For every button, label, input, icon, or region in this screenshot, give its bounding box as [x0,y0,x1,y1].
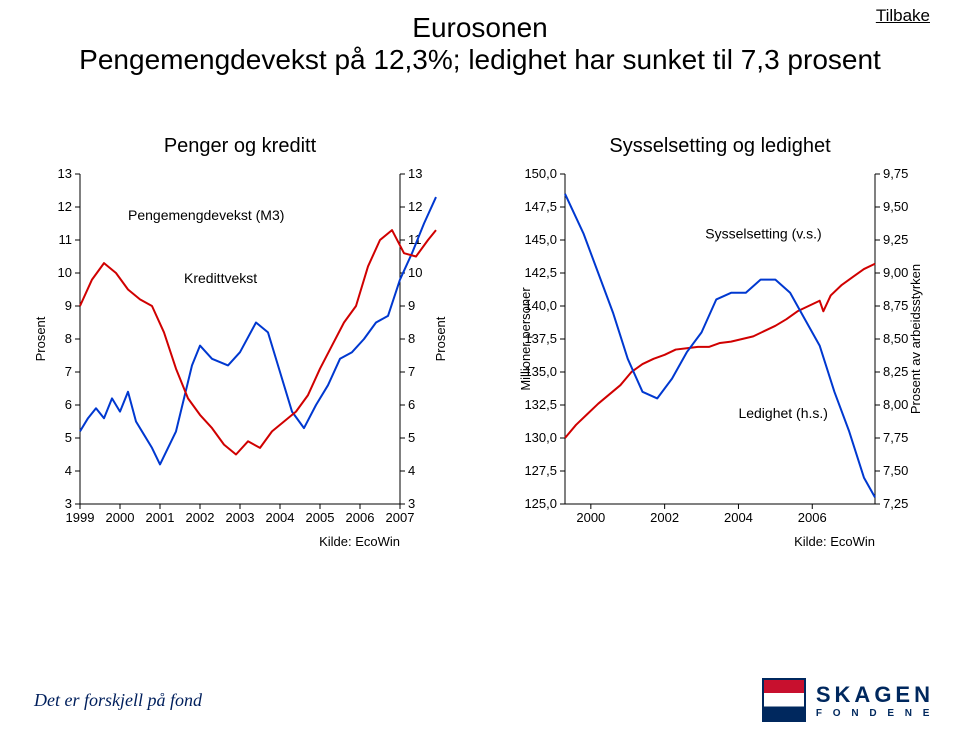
svg-text:8,00: 8,00 [883,397,908,412]
svg-text:Kilde: EcoWin: Kilde: EcoWin [319,534,400,549]
svg-text:142,5: 142,5 [524,265,557,280]
svg-text:1999: 1999 [66,510,95,525]
svg-text:11: 11 [59,232,73,247]
chart-right: 125,0127,5130,0132,5135,0137,5140,0142,5… [510,164,930,574]
svg-text:9,75: 9,75 [883,166,908,181]
svg-text:Prosent av arbeidsstyrken: Prosent av arbeidsstyrken [908,264,923,414]
svg-text:7,25: 7,25 [883,496,908,511]
chart-right-wrap: Sysselsetting og ledighet 125,0 127,5 130,… [480,135,960,595]
footer-logo: SKAGEN F O N D E N E [762,678,960,722]
svg-text:147,5: 147,5 [524,199,557,214]
svg-text:2002: 2002 [650,510,679,525]
svg-text:8: 8 [65,331,72,346]
logo-text: SKAGEN F O N D E N E [816,682,934,719]
svg-text:130,0: 130,0 [524,430,557,445]
logo-main: SKAGEN [816,682,934,708]
svg-text:7: 7 [65,364,72,379]
svg-text:5: 5 [408,430,415,445]
svg-text:9,00: 9,00 [883,265,908,280]
svg-text:5: 5 [65,430,72,445]
svg-text:12: 12 [408,199,422,214]
svg-text:2001: 2001 [146,510,175,525]
svg-text:7,75: 7,75 [883,430,908,445]
svg-text:2004: 2004 [724,510,753,525]
svg-text:8,50: 8,50 [883,331,908,346]
chartL-svg: 3456789101112133456789101112131999200020… [30,164,450,574]
back-link[interactable]: Tilbake [876,6,930,26]
svg-text:Kilde: EcoWin: Kilde: EcoWin [794,534,875,549]
svg-text:3: 3 [65,496,72,511]
svg-text:2003: 2003 [226,510,255,525]
svg-text:13: 13 [408,166,422,181]
slide-titles: Eurosonen Pengemengdevekst på 12,3%; led… [0,0,960,76]
svg-text:2000: 2000 [576,510,605,525]
charts-container: Penger og kreditt 3 4 5 6 7 8 9 10 11 12 13 3 4 5 6 7 8 9… [0,135,960,595]
logo-sub: F O N D E N E [816,708,934,719]
svg-text:4: 4 [65,463,72,478]
svg-text:2000: 2000 [106,510,135,525]
chartR-svg: 125,0127,5130,0132,5135,0137,5140,0142,5… [510,164,930,574]
svg-text:3: 3 [408,496,415,511]
svg-text:150,0: 150,0 [524,166,557,181]
svg-text:7,50: 7,50 [883,463,908,478]
svg-text:2006: 2006 [798,510,827,525]
series-Sysselsetting (v.s.) [565,264,875,438]
series-Kredittvekst [80,230,436,454]
svg-text:9: 9 [408,298,415,313]
footer-tagline: Det er forskjell på fond [0,690,202,711]
svg-text:Millioner personer: Millioner personer [518,287,533,391]
svg-text:9,25: 9,25 [883,232,908,247]
chart-right-title: Sysselsetting og ledighet [480,135,960,158]
svg-text:8,25: 8,25 [883,364,908,379]
series-label: Pengemengdevekst (M3) [128,207,284,223]
svg-text:Prosent: Prosent [33,316,48,361]
svg-text:2007: 2007 [386,510,415,525]
svg-text:10: 10 [408,265,422,280]
svg-text:9,50: 9,50 [883,199,908,214]
series-label: Kredittvekst [184,270,257,286]
svg-text:Prosent: Prosent [433,316,448,361]
chart-left-wrap: Penger og kreditt 3 4 5 6 7 8 9 10 11 12 13 3 4 5 6 7 8 9… [0,135,480,595]
svg-text:8: 8 [408,331,415,346]
series-label: Sysselsetting (v.s.) [705,226,821,242]
slide-page: Tilbake Eurosonen Pengemengdevekst på 12… [0,0,960,743]
svg-text:6: 6 [65,397,72,412]
chart-left: 3456789101112133456789101112131999200020… [30,164,450,574]
svg-text:6: 6 [408,397,415,412]
chart-left-title: Penger og kreditt [0,135,480,158]
svg-text:127,5: 127,5 [524,463,557,478]
footer: Det er forskjell på fond SKAGEN F O N D … [0,657,960,743]
svg-text:12: 12 [58,199,72,214]
svg-text:2002: 2002 [186,510,215,525]
svg-text:2006: 2006 [346,510,375,525]
svg-text:8,75: 8,75 [883,298,908,313]
svg-text:2005: 2005 [306,510,335,525]
svg-text:125,0: 125,0 [524,496,557,511]
svg-text:9: 9 [65,298,72,313]
svg-text:2004: 2004 [266,510,295,525]
logo-flag-icon [762,678,806,722]
series-label: Ledighet (h.s.) [738,405,828,421]
svg-text:7: 7 [408,364,415,379]
svg-text:10: 10 [58,265,72,280]
svg-text:13: 13 [58,166,72,181]
title-line-2: Pengemengdevekst på 12,3%; ledighet har … [0,44,960,76]
svg-text:4: 4 [408,463,415,478]
svg-text:132,5: 132,5 [524,397,557,412]
title-line-1: Eurosonen [0,12,960,44]
svg-text:145,0: 145,0 [524,232,557,247]
